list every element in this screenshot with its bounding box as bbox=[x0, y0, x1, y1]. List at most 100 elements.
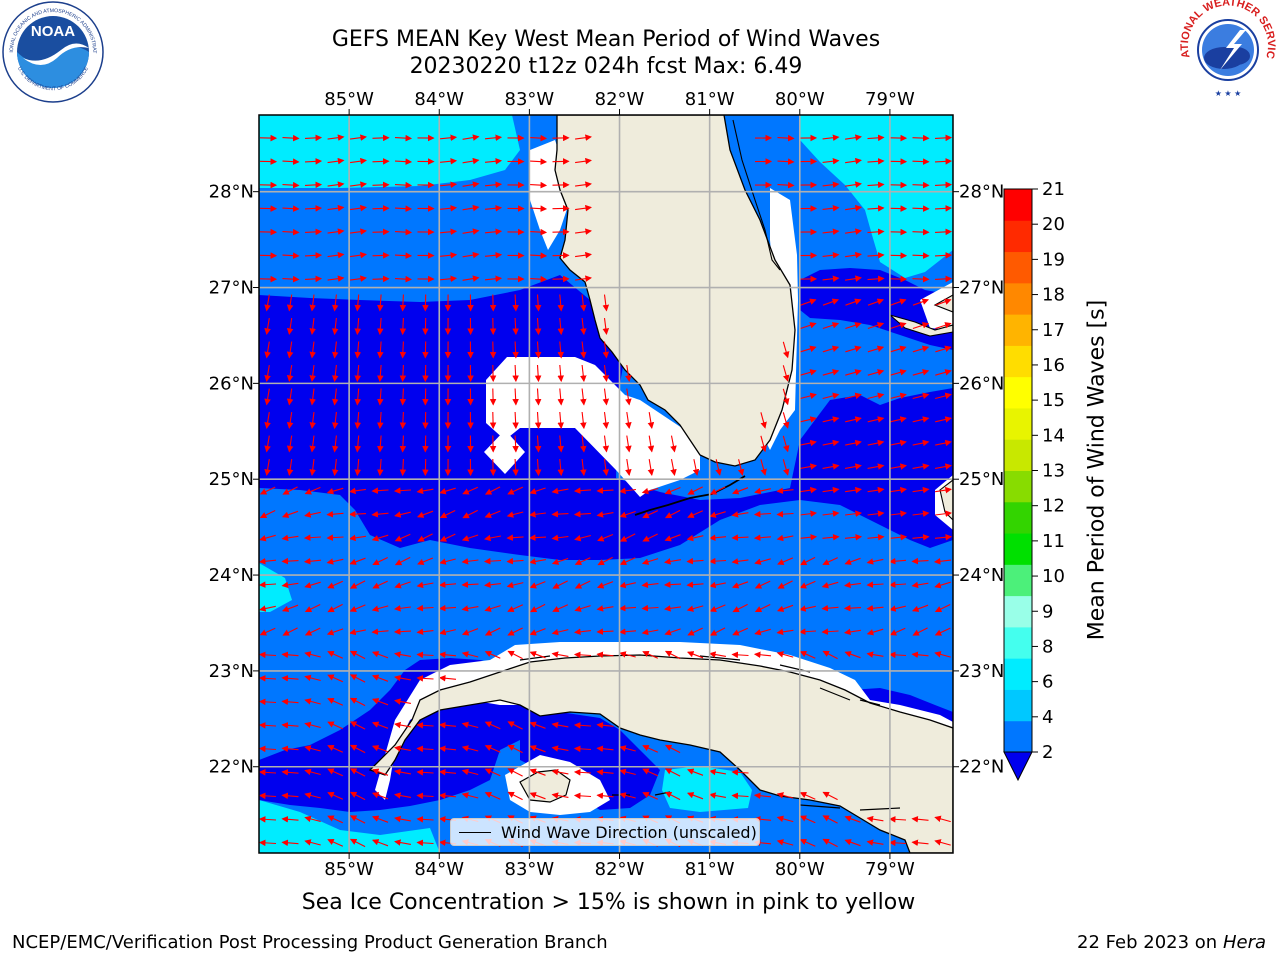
wave-direction-arrow bbox=[866, 581, 884, 588]
noaa-logo: NOAA NATIONAL OCEANIC AND ATMOSPHERIC AD… bbox=[1, 0, 104, 103]
wave-direction-arrow bbox=[551, 487, 569, 495]
lon-label-top: 81°W bbox=[685, 89, 735, 110]
wave-direction-arrow bbox=[281, 581, 299, 589]
wave-direction-arrow bbox=[438, 792, 457, 800]
wave-direction-arrow bbox=[304, 651, 321, 658]
wave-direction-arrow bbox=[866, 651, 884, 658]
wave-direction-arrow bbox=[692, 459, 700, 476]
wave-direction-arrow bbox=[737, 459, 745, 476]
wave-direction-arrow bbox=[327, 721, 344, 730]
wave-direction-arrow bbox=[484, 134, 503, 142]
wave-direction-arrow bbox=[602, 365, 610, 382]
wave-direction-arrow bbox=[935, 486, 952, 494]
lat-lon-grid bbox=[259, 115, 953, 853]
wave-direction-arrow bbox=[394, 768, 411, 776]
colorbar-segment bbox=[1004, 689, 1032, 722]
wave-direction-arrow bbox=[349, 628, 366, 636]
lat-label-right: 28°N bbox=[959, 182, 1004, 203]
lon-label-bottom: 82°W bbox=[595, 859, 645, 880]
wave-direction-arrow bbox=[912, 275, 930, 283]
wave-direction-arrow bbox=[934, 181, 953, 189]
wave-direction-arrow bbox=[822, 815, 838, 824]
wave-direction-arrow bbox=[281, 674, 299, 682]
wave-direction-arrow bbox=[573, 769, 592, 776]
colorbar-tick-label: 6 bbox=[1042, 672, 1053, 693]
wave-direction-arrow bbox=[281, 698, 299, 706]
wave-direction-arrow bbox=[371, 815, 389, 823]
wave-direction-arrow bbox=[800, 322, 817, 330]
wave-direction-arrow bbox=[580, 317, 587, 336]
wave-direction-arrow bbox=[528, 534, 547, 541]
wave-direction-arrow bbox=[462, 228, 480, 235]
wave-direction-arrow bbox=[529, 275, 548, 283]
wave-direction-arrow bbox=[845, 510, 862, 517]
wave-direction-arrow bbox=[416, 745, 434, 753]
wave-direction-arrow bbox=[934, 627, 951, 636]
wave-direction-arrow bbox=[664, 768, 681, 777]
wave-direction-arrow bbox=[259, 722, 277, 729]
wave-direction-arrow bbox=[822, 463, 840, 470]
wave-direction-arrow bbox=[575, 181, 592, 188]
wave-direction-arrow bbox=[529, 628, 546, 636]
wave-direction-arrow bbox=[534, 294, 542, 312]
lon-label-bottom: 81°W bbox=[685, 859, 735, 880]
wave-direction-arrow bbox=[912, 252, 930, 259]
axis-ticks: 85°W 85°W 84°W 84°W 83°W 83°W 82°W 82°W 81°W 81°W… bbox=[209, 89, 1005, 880]
colorbar-segment bbox=[1004, 282, 1032, 315]
wave-direction-arrow bbox=[331, 294, 339, 312]
wave-direction-arrow bbox=[394, 275, 413, 283]
wave-direction-arrow bbox=[822, 345, 840, 353]
wave-direction-arrow bbox=[575, 228, 592, 235]
wave-direction-arrow bbox=[529, 651, 546, 659]
wave-direction-arrow bbox=[890, 369, 907, 376]
wave-direction-arrow bbox=[372, 181, 390, 189]
wave-direction-arrow bbox=[484, 768, 501, 777]
wave-direction-arrow bbox=[372, 557, 388, 566]
wave-direction-arrow bbox=[664, 650, 681, 660]
wave-direction-arrow bbox=[642, 650, 659, 659]
colorbar-segment bbox=[1004, 595, 1032, 628]
wave-direction-arrow bbox=[641, 487, 659, 495]
wave-direction-arrow bbox=[377, 341, 384, 359]
wave-direction-arrow bbox=[867, 345, 885, 353]
wave-direction-arrow bbox=[377, 388, 384, 406]
wave-direction-arrow bbox=[935, 345, 952, 353]
wave-direction-arrow bbox=[799, 556, 816, 566]
wave-direction-arrow bbox=[461, 558, 479, 565]
wave-direction-arrow bbox=[574, 605, 591, 612]
wave-direction-arrow bbox=[912, 228, 930, 236]
wave-direction-arrow bbox=[664, 486, 681, 495]
map-title: GEFS MEAN Key West Mean Period of Wind W… bbox=[331, 27, 881, 52]
map-frame bbox=[258, 114, 954, 854]
wave-direction-arrow bbox=[776, 510, 794, 518]
wave-direction-arrow bbox=[349, 604, 366, 613]
wave-direction-arrow bbox=[580, 341, 587, 359]
wave-direction-arrow bbox=[911, 557, 929, 565]
wave-direction-arrow bbox=[399, 294, 407, 312]
wave-direction-arrow bbox=[663, 581, 682, 588]
colorbar-segment bbox=[1004, 564, 1032, 597]
wave-direction-arrow bbox=[934, 228, 953, 236]
wave-direction-arrow bbox=[934, 533, 953, 541]
wave-direction-arrow bbox=[394, 792, 411, 799]
wave-direction-arrow bbox=[331, 388, 339, 406]
wave-direction-arrow bbox=[551, 628, 569, 636]
wave-direction-arrow bbox=[822, 298, 840, 306]
wave-direction-arrow bbox=[551, 745, 569, 752]
wave-direction-arrow bbox=[776, 534, 794, 542]
wave-direction-arrow bbox=[551, 651, 569, 658]
wave-direction-arrow bbox=[822, 791, 838, 801]
wave-direction-arrow bbox=[349, 815, 366, 824]
wave-direction-arrow bbox=[799, 605, 816, 612]
wave-direction-arrow bbox=[912, 486, 930, 494]
lon-label-bottom: 80°W bbox=[775, 859, 825, 880]
wave-direction-arrow bbox=[647, 435, 655, 453]
wave-direction-arrow bbox=[867, 392, 885, 400]
wave-direction-arrow bbox=[416, 510, 434, 518]
wave-direction-arrow bbox=[416, 675, 434, 682]
wave-direction-arrow bbox=[484, 650, 501, 659]
wave-direction-arrow bbox=[912, 392, 930, 400]
wave-direction-arrow bbox=[596, 721, 614, 729]
wave-direction-arrow bbox=[596, 745, 614, 753]
wave-direction-arrow bbox=[866, 628, 884, 636]
